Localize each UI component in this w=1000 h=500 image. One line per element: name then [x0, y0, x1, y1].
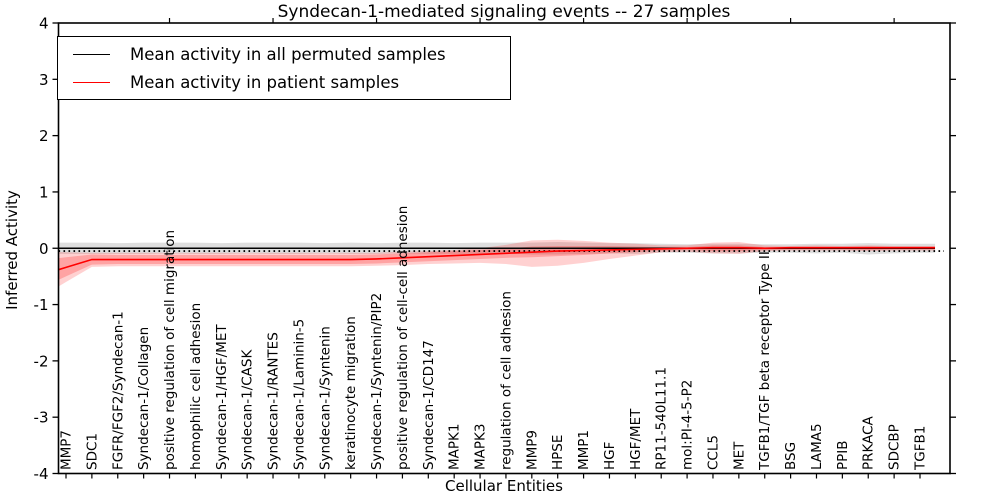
x-category-label: regulation of cell adhesion [498, 291, 514, 470]
x-category-label: positive regulation of cell migration [162, 230, 178, 470]
x-category-label: HGF/MET [628, 408, 644, 470]
y-tick-label: -1 [34, 296, 49, 314]
x-category-label: Syndecan-1/RANTES [266, 332, 282, 470]
x-category-label: MMP9 [524, 430, 540, 470]
x-category-label: SDCBP [887, 424, 903, 470]
y-tick-label: -4 [34, 465, 49, 483]
y-tick-label: 4 [39, 15, 49, 33]
y-tick-label: -3 [34, 409, 49, 427]
y-tick-label: 0 [39, 240, 49, 258]
y-tick-label: -2 [34, 352, 49, 370]
legend-entry-permuted: Mean activity in all permuted samples [58, 45, 510, 64]
x-category-label: TGFB1 [913, 426, 929, 471]
x-axis-title: Cellular Entities [445, 477, 563, 495]
x-category-label: MAPK1 [447, 424, 463, 470]
x-category-label: SDC1 [84, 433, 100, 470]
patient-band-outer [58, 239, 936, 287]
x-category-label: Syndecan-1/Syntenin [317, 326, 333, 470]
legend-line-red-icon [73, 81, 110, 83]
y-tick-label: 1 [39, 183, 49, 201]
x-category-label: homophilic cell adhesion [188, 303, 204, 470]
x-category-label: Syndecan-1/Laminin-5 [291, 319, 307, 470]
x-category-label: RP11-540L11.1 [654, 367, 670, 470]
patient-mean-line [58, 246, 936, 271]
x-category-label: MAPK3 [473, 424, 489, 470]
x-category-label: BSG [783, 442, 799, 470]
x-category-label: MMP1 [576, 430, 592, 470]
x-category-label: CCL5 [705, 435, 721, 470]
legend-line-black-icon [73, 53, 110, 55]
x-category-label: FGFR/FGF2/Syndecan-1 [110, 311, 126, 470]
legend-label-permuted: Mean activity in all permuted samples [130, 44, 446, 64]
x-category-label: mol:PI-4-5-P2 [680, 380, 696, 470]
x-category-label: Syndecan-1/CD147 [421, 340, 437, 470]
x-category-label: positive regulation of cell-cell adhesio… [395, 206, 411, 470]
x-category-label: Syndecan-1/CASK [240, 349, 256, 470]
legend-entry-patient: Mean activity in patient samples [58, 73, 510, 92]
x-category-label: TGFB1/TGF beta receptor Type II [757, 251, 773, 471]
x-category-label: MMP7 [59, 430, 75, 470]
x-category-label: Syndecan-1/Syntenin/PIP2 [369, 293, 385, 470]
chart-title: Syndecan-1-mediated signaling events -- … [277, 2, 731, 22]
x-category-label: HPSE [550, 435, 566, 470]
x-category-label: HGF [602, 442, 618, 470]
legend: Mean activity in all permuted samples Me… [57, 36, 511, 100]
x-category-label: MET [731, 441, 747, 470]
x-category-label: Syndecan-1/HGF/MET [214, 324, 230, 470]
y-tick-label: 2 [39, 127, 49, 145]
x-category-label: PRKACA [861, 415, 877, 470]
y-axis-title: Inferred Activity [3, 190, 21, 310]
x-category-label: PPIB [835, 440, 851, 470]
x-category-label: LAMA5 [809, 423, 825, 470]
x-category-label: keratinocyte migration [343, 316, 359, 470]
legend-label-patient: Mean activity in patient samples [130, 72, 400, 92]
y-tick-label: 3 [39, 71, 49, 89]
x-category-label: Syndecan-1/Collagen [136, 327, 152, 470]
